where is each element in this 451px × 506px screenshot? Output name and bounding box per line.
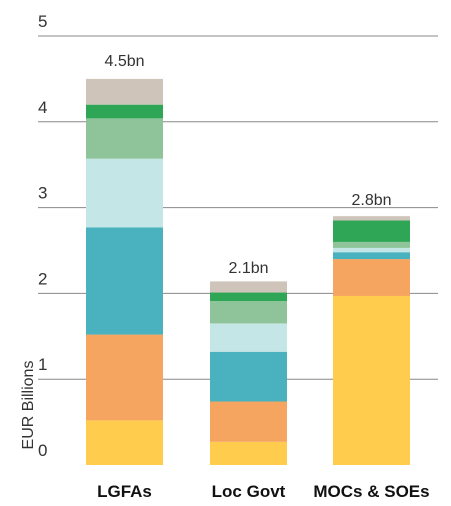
bars: [86, 78, 410, 465]
bar-segment: [333, 216, 410, 221]
category-label: MOCs & SOEs: [313, 482, 429, 501]
y-axis-label: EUR Billions: [20, 361, 37, 450]
bar-segment: [210, 301, 287, 324]
bar-segment: [86, 420, 163, 465]
bar-segment: [210, 323, 287, 352]
bar-segment: [86, 104, 163, 119]
y-axis-ticks: 0 1 2 3 4 5: [38, 12, 47, 460]
bar-segment: [333, 220, 410, 242]
bar-segment: [333, 247, 410, 253]
total-labels: 4.5bn 2.1bn 2.8bn: [104, 53, 391, 277]
y-tick-label: 0: [38, 441, 47, 460]
bar-segment: [210, 401, 287, 442]
total-label: 4.5bn: [104, 53, 144, 70]
y-tick-label: 1: [38, 355, 47, 374]
y-tick-label: 2: [38, 269, 47, 288]
bar-segment: [210, 292, 287, 302]
category-label: LGFAs: [97, 482, 152, 501]
bar-segment: [210, 351, 287, 402]
category-labels: LGFAs Loc Govt MOCs & SOEs: [97, 482, 430, 501]
bar-segment: [333, 295, 410, 465]
bar-segment: [210, 441, 287, 465]
total-label: 2.1bn: [228, 260, 268, 277]
bar-segment: [333, 241, 410, 248]
bar-segment: [333, 252, 410, 260]
bar-segment: [86, 118, 163, 159]
bar-segment: [86, 227, 163, 335]
y-tick-label: 4: [38, 98, 47, 117]
y-tick-label: 3: [38, 184, 47, 203]
y-tick-label: 5: [38, 12, 47, 31]
bar-segment: [86, 158, 163, 228]
bar-segment: [333, 259, 410, 296]
total-label: 2.8bn: [351, 192, 391, 209]
category-label: Loc Govt: [212, 482, 286, 501]
bar-segment: [86, 78, 163, 105]
bar-segment: [210, 281, 287, 293]
bar-segment: [86, 334, 163, 421]
